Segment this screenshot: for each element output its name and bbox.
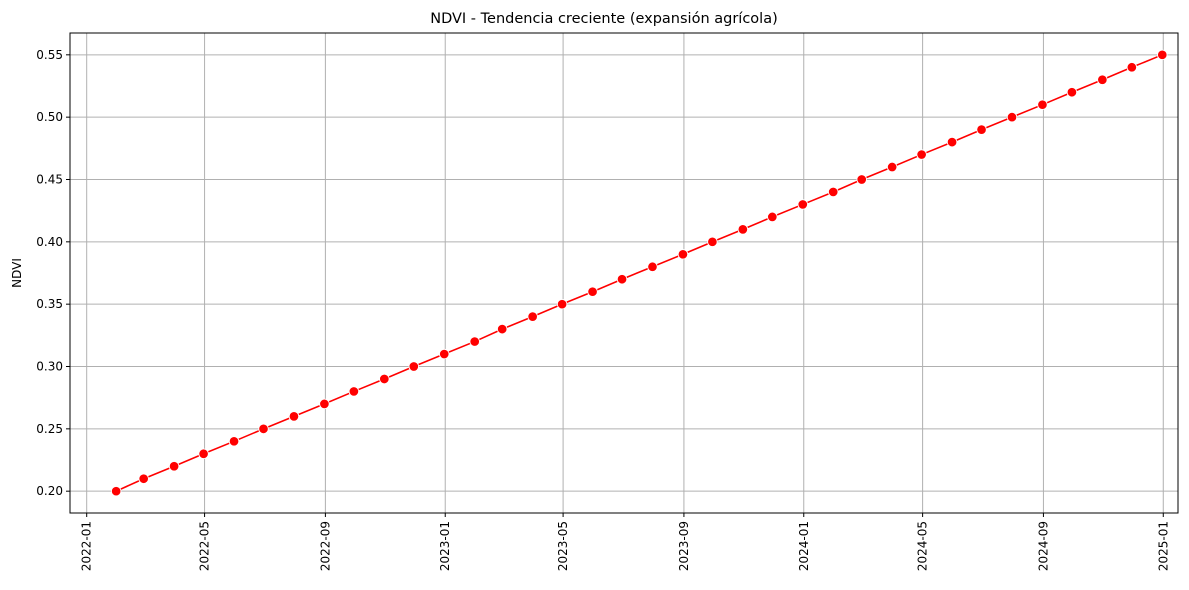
y-tick-label: 0.35 xyxy=(36,297,63,311)
data-point xyxy=(946,136,958,148)
x-tick-label: 2024-01 xyxy=(797,521,811,571)
data-point xyxy=(469,336,480,347)
data-point xyxy=(827,186,839,198)
data-point xyxy=(916,149,927,160)
x-tick-labels: 2022-01 2022-05 2022-09 2023-01 2023-05 2023-… xyxy=(80,521,1171,571)
data-point xyxy=(1006,111,1018,123)
data-point xyxy=(737,224,749,235)
series-line xyxy=(115,54,1163,492)
x-tick-label: 2024-09 xyxy=(1036,521,1050,571)
data-point xyxy=(527,311,538,322)
data-point xyxy=(438,348,450,360)
data-point xyxy=(228,436,240,447)
data-point xyxy=(288,411,300,422)
data-point xyxy=(168,460,180,472)
data-point xyxy=(587,286,598,297)
grid-lines xyxy=(70,33,1178,513)
data-point xyxy=(707,236,718,248)
data-point xyxy=(677,249,689,260)
data-point xyxy=(1097,74,1108,86)
y-tick-label: 0.50 xyxy=(36,110,63,124)
x-tick-label: 2022-09 xyxy=(318,521,332,571)
data-point xyxy=(1126,62,1138,73)
y-tick-label: 0.25 xyxy=(36,422,63,436)
data-point xyxy=(319,398,330,410)
data-point xyxy=(1066,86,1078,98)
data-point xyxy=(616,273,628,285)
y-axis-title: NDVI xyxy=(10,258,24,288)
data-point xyxy=(496,323,508,335)
chart-title: NDVI - Tendencia creciente (expansión ag… xyxy=(430,11,778,27)
y-tick-label: 0.30 xyxy=(36,360,63,374)
x-tick-label: 2025-01 xyxy=(1156,521,1170,571)
data-point xyxy=(886,161,898,173)
data-point xyxy=(138,473,149,484)
x-tick-label: 2023-09 xyxy=(677,521,691,571)
data-point xyxy=(110,485,122,497)
series-line-layer xyxy=(115,54,1163,492)
y-tick-label: 0.20 xyxy=(36,484,63,498)
axes-frame xyxy=(66,32,1179,517)
y-tick-labels: 0.20 0.25 0.30 0.35 0.40 0.45 0.50 0.55 xyxy=(36,48,63,498)
y-tick-label: 0.40 xyxy=(36,235,63,249)
y-tick-label: 0.45 xyxy=(36,172,63,186)
data-point xyxy=(647,261,658,273)
data-point xyxy=(797,199,809,210)
data-point xyxy=(408,361,420,372)
y-tick-label: 0.55 xyxy=(36,48,63,62)
plot-frame xyxy=(69,32,1179,514)
x-tick-label: 2022-05 xyxy=(198,521,212,571)
data-point xyxy=(856,174,867,185)
data-point xyxy=(556,298,568,310)
data-point xyxy=(348,386,360,397)
data-point xyxy=(976,124,987,135)
x-tick-label: 2022-01 xyxy=(80,521,94,571)
data-point xyxy=(198,448,209,460)
data-point xyxy=(767,211,778,223)
data-point xyxy=(1037,99,1048,110)
data-point-layer xyxy=(110,49,1168,497)
x-tick-label: 2024-05 xyxy=(916,521,930,571)
x-tick-label: 2023-05 xyxy=(556,521,570,571)
data-point xyxy=(1157,49,1168,61)
x-tick-label: 2023-01 xyxy=(438,521,452,571)
data-point xyxy=(258,423,269,435)
data-point xyxy=(379,373,390,385)
